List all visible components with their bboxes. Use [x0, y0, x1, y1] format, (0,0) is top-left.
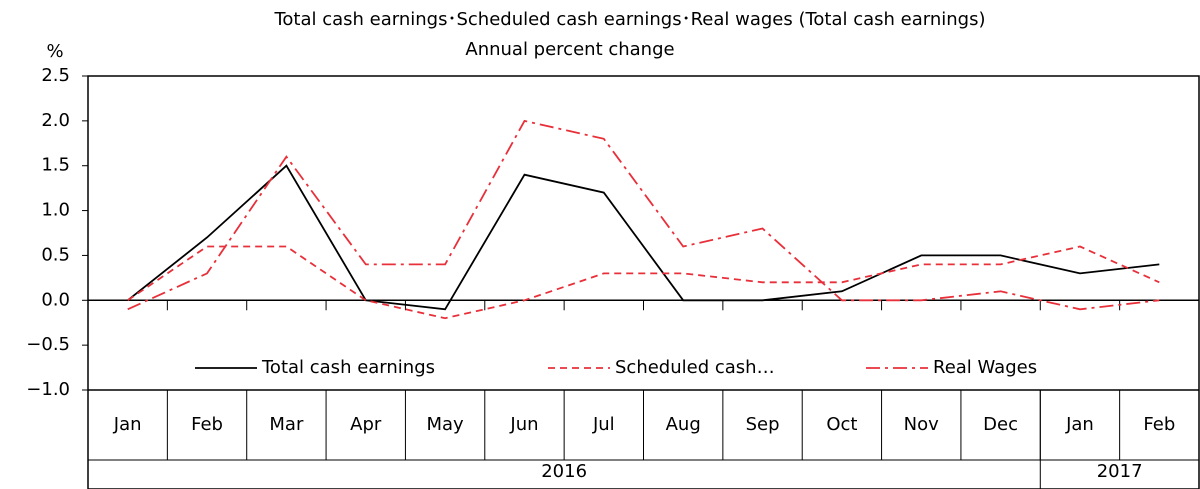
- x-tick-label: Apr: [350, 414, 382, 435]
- x-tick-label: Sep: [746, 414, 780, 435]
- plot-frame: [87, 75, 1200, 489]
- x-tick-label: Nov: [904, 414, 939, 435]
- x-tick-label: Aug: [666, 414, 701, 435]
- x-tick-label: Jan: [113, 414, 142, 435]
- x-tick-label: May: [426, 414, 464, 435]
- y-tick-label: −0.5: [26, 334, 70, 355]
- legend-label: Total cash earnings: [261, 357, 435, 378]
- y-tick-label: 2.0: [41, 110, 70, 131]
- y-tick-label: 1.5: [41, 155, 70, 176]
- year-label: 2016: [541, 461, 587, 482]
- legend-label: Real Wages: [933, 357, 1037, 378]
- x-tick-label: Mar: [269, 414, 304, 435]
- series-line: [127, 119, 1160, 311]
- x-tick-label: Feb: [191, 414, 223, 435]
- x-tick-label: Jul: [592, 414, 615, 435]
- y-tick-label: 0.5: [41, 244, 70, 265]
- year-label: 2017: [1097, 461, 1143, 482]
- y-axis-label: %: [46, 41, 63, 62]
- x-tick-label: Dec: [983, 414, 1018, 435]
- x-tick-label: Jan: [1065, 414, 1094, 435]
- x-tick-label: Oct: [826, 414, 857, 435]
- y-tick-label: 2.5: [41, 65, 70, 86]
- y-tick-label: 0.0: [41, 289, 70, 310]
- chart-title: Total cash earnings･Scheduled cash earni…: [273, 9, 985, 30]
- series-line: [127, 245, 1160, 320]
- y-tick-label: 1.0: [41, 200, 70, 221]
- y-tick-label: −1.0: [26, 379, 70, 400]
- x-tick-label: Jun: [509, 414, 538, 435]
- chart-subtitle: Annual percent change: [465, 39, 674, 60]
- legend-label: Scheduled cash…: [615, 357, 775, 378]
- x-tick-label: Feb: [1143, 414, 1175, 435]
- series-line: [127, 164, 1160, 311]
